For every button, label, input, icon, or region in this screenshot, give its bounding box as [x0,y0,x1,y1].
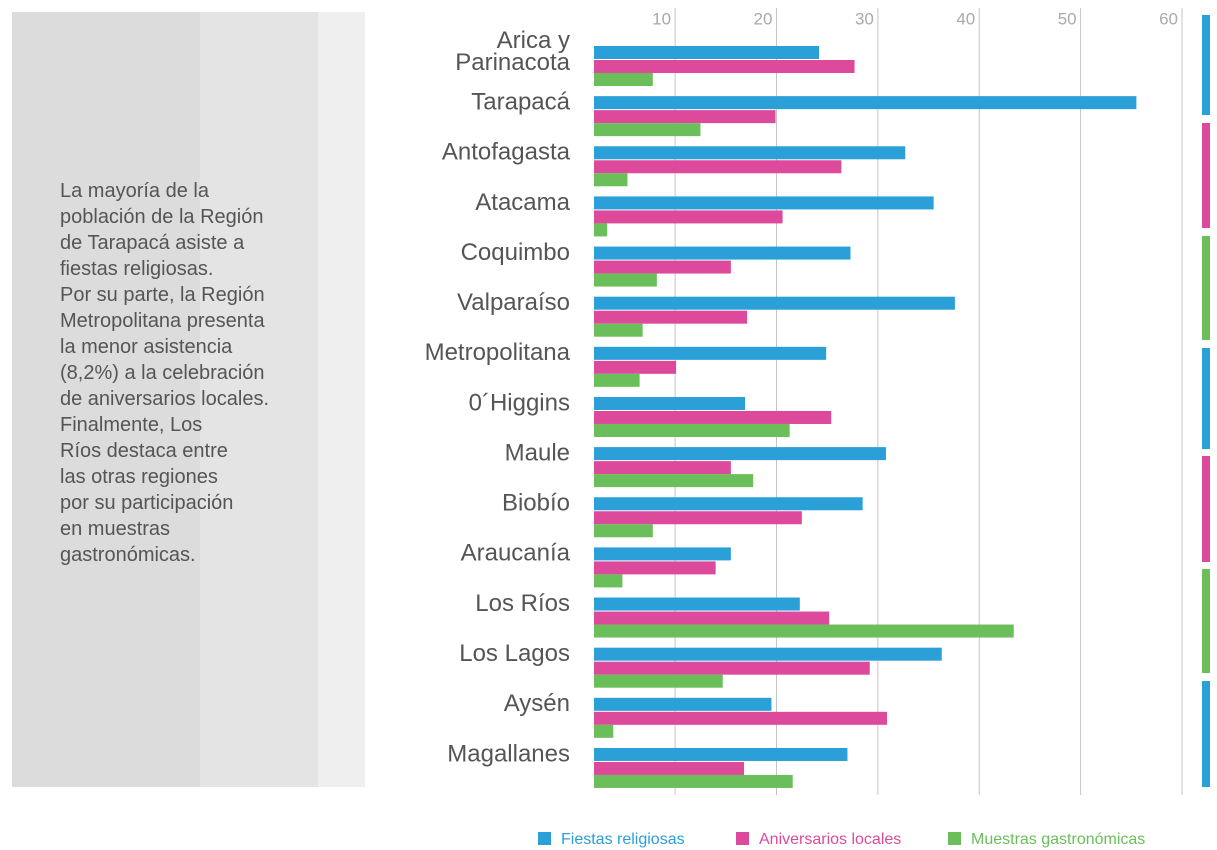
bar [594,423,790,437]
x-tick-label: 50 [1058,9,1077,28]
bar [594,561,716,575]
bar [594,597,800,611]
note-line: en muestras [60,518,171,540]
legend-swatch [538,832,551,845]
bar [594,223,608,237]
note-line: de aniversarios locales. [60,388,269,410]
note-line: (8,2%) a la celebración [60,362,265,384]
bar [594,310,748,324]
bar [594,647,942,661]
side-panel [12,12,365,787]
category-label: Arica y Parinacota [455,27,570,76]
bar [594,273,657,287]
category-label: Los Lagos [459,640,570,667]
bar [594,410,832,424]
bar [594,611,830,625]
category-label: Araucanía [461,540,571,567]
category-label: Magallanes [447,740,570,767]
category-label: Maule [505,439,570,466]
bar [594,173,628,187]
bar [594,461,731,475]
bar [594,373,640,387]
note-line: la menor asistencia [60,336,233,358]
note-line: gastronómicas. [60,544,196,566]
category-label: Biobío [502,490,570,517]
decoration [1202,456,1210,562]
legend-label: Aniversarios locales [759,831,901,848]
category-label: Aysén [504,690,570,717]
bar [594,160,842,174]
x-tick-label: 40 [956,9,975,28]
bar [594,123,701,137]
decoration [1202,348,1210,449]
note-line: las otras regiones [60,466,218,488]
bar [594,697,772,711]
bar [594,474,754,488]
note-line: Ríos destaca entre [60,440,228,462]
x-tick-label: 10 [652,9,671,28]
bar [594,674,723,688]
bar [594,511,802,525]
note-line: de Tarapacá asiste a [60,232,245,254]
note-line: por su participación [60,492,234,514]
note: La mayoría de la población de la Región de… [60,178,360,568]
bar [594,711,887,725]
bar [594,146,906,160]
note-line: Por su parte, la Región [60,284,265,306]
category-label: Coquimbo [461,239,570,266]
bar [594,524,653,538]
bar [594,73,653,86]
bar [594,346,827,360]
bar [594,774,793,788]
bar [594,196,934,210]
bar [594,724,614,738]
category-label: Metropolitana [425,339,571,366]
note-line: población de la Región [60,206,264,228]
decoration [1202,15,1210,115]
x-tick-label: 60 [1159,9,1178,28]
bar [594,246,851,260]
bar [594,46,820,59]
bar [594,547,731,561]
bar [594,574,623,588]
x-tick-label: 20 [754,9,773,28]
legend-swatch [948,832,961,845]
category-label: Tarapacá [471,88,570,115]
bar [594,497,863,511]
note-line: fiestas religiosas. [60,258,214,280]
bar [594,661,870,675]
category-label: Valparaíso [457,289,570,316]
category-label: Antofagasta [442,139,571,166]
bar [594,396,746,410]
bar [594,110,776,124]
bar [594,323,643,337]
note-line: Metropolitana presenta [60,310,265,332]
legend-swatch [736,832,749,845]
decoration [1202,681,1210,787]
category-label: Los Ríos [475,590,570,617]
bar [594,210,783,224]
bar [594,447,886,461]
legend-label: Muestras gastronómicas [971,831,1145,848]
bar [594,747,848,761]
bar [594,761,745,775]
legend-label: Fiestas religiosas [561,831,685,848]
category-label: Atacama [475,189,570,216]
category-label: 0´Higgins [469,389,570,416]
decoration [1202,123,1210,228]
bar [594,96,1137,110]
note-line: La mayoría de la [60,180,209,202]
bar [594,360,677,374]
bar [594,296,955,310]
decoration [1202,569,1210,673]
x-tick-label: 30 [855,9,874,28]
bar [594,624,1014,638]
decoration [1202,236,1210,340]
bar [594,260,731,274]
note-line: Finalmente, Los [60,414,203,436]
bar [594,60,855,73]
